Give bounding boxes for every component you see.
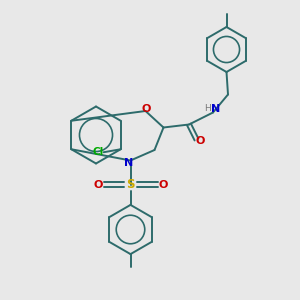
Text: S: S xyxy=(126,178,135,191)
Text: O: O xyxy=(142,103,151,114)
Text: N: N xyxy=(124,158,134,168)
Text: Cl: Cl xyxy=(93,147,104,157)
Text: H: H xyxy=(204,104,211,113)
Text: O: O xyxy=(158,179,168,190)
Text: N: N xyxy=(211,104,220,114)
Text: O: O xyxy=(195,136,205,146)
Text: O: O xyxy=(93,179,103,190)
